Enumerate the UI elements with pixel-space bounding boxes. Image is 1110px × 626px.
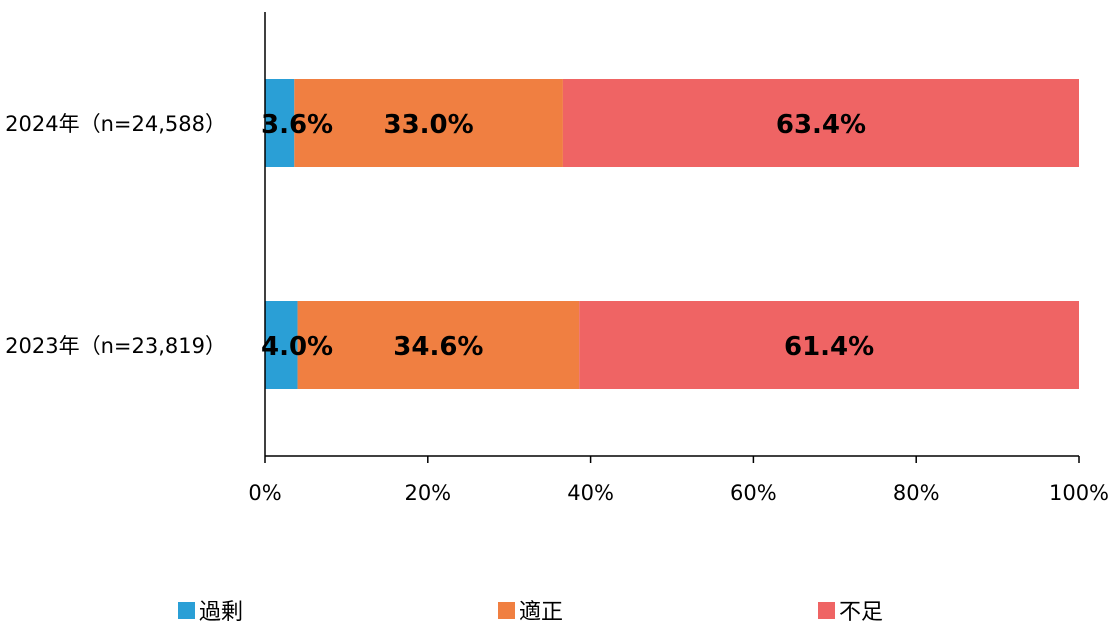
x-tick-label: 20% bbox=[404, 481, 451, 505]
bar-segment bbox=[294, 79, 563, 167]
legend-label: 不足 bbox=[839, 600, 884, 625]
category-label: 2024年（n=24,588） bbox=[5, 112, 226, 136]
data-label: 34.6% bbox=[393, 332, 483, 362]
x-tick-label: 0% bbox=[248, 481, 281, 505]
data-label: 63.4% bbox=[776, 110, 866, 140]
bar-segment bbox=[265, 301, 298, 389]
x-tick-label: 40% bbox=[567, 481, 614, 505]
legend-swatch bbox=[178, 601, 195, 619]
bar-segment bbox=[265, 79, 295, 167]
legend-label: 適正 bbox=[519, 600, 564, 625]
data-label: 33.0% bbox=[384, 110, 474, 140]
x-tick-label: 80% bbox=[893, 481, 940, 505]
legend-item-tekisei: 適正 bbox=[498, 594, 563, 626]
legend-label: 過剰 bbox=[199, 600, 244, 625]
data-label: 3.6% bbox=[261, 110, 333, 140]
data-label: 61.4% bbox=[784, 332, 874, 362]
legend: 過剰 適正 不足 bbox=[0, 594, 1110, 625]
bar-segment bbox=[579, 301, 1079, 389]
legend-item-kajou: 過剰 bbox=[178, 594, 243, 626]
x-tick-label: 60% bbox=[730, 481, 777, 505]
legend-item-fusoku: 不足 bbox=[818, 594, 883, 626]
legend-swatch bbox=[498, 601, 515, 619]
category-label: 2023年（n=23,819） bbox=[5, 334, 226, 358]
x-tick-label: 100% bbox=[1049, 481, 1109, 505]
data-label: 4.0% bbox=[261, 332, 333, 362]
legend-swatch bbox=[818, 601, 835, 619]
bar-segment bbox=[297, 301, 580, 389]
bar-segment bbox=[562, 79, 1079, 167]
